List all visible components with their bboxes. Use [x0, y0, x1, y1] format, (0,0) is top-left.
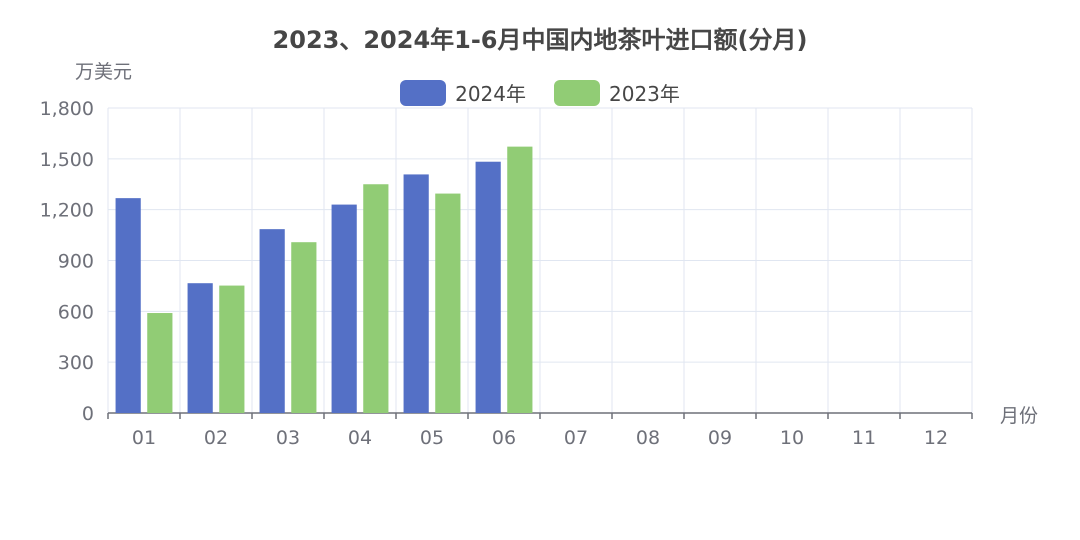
bar-2023-03	[291, 242, 317, 413]
x-tick-label: 06	[492, 427, 516, 449]
x-tick-label: 10	[780, 427, 804, 449]
bar-2023-01	[147, 313, 173, 413]
bar-2023-04	[363, 184, 389, 413]
legend: 2024年 2023年	[0, 78, 1080, 107]
bar-2023-06	[507, 146, 533, 413]
bar-2024-05	[403, 174, 429, 413]
x-tick-label: 08	[636, 427, 660, 449]
y-tick-label: 0	[82, 403, 94, 425]
chart-title: 2023、2024年1-6月中国内地茶叶进口额(分月)	[272, 26, 808, 54]
bar-2023-05	[435, 193, 461, 413]
bar-2024-02	[187, 283, 213, 413]
legend-swatch-2023	[554, 79, 600, 106]
legend-label-2023: 2023年	[609, 82, 680, 106]
bar-2023-02	[219, 285, 245, 413]
legend-swatch-2024	[400, 79, 447, 106]
bar-2024-03	[259, 229, 285, 413]
x-tick-label: 07	[564, 427, 588, 449]
x-tick-label: 05	[420, 427, 444, 449]
y-tick-label: 900	[58, 251, 94, 273]
x-tick-label: 02	[204, 427, 228, 449]
y-tick-label: 1,800	[40, 98, 94, 120]
bar-2024-04	[331, 204, 357, 413]
bar-2024-06	[475, 161, 501, 413]
x-tick-label: 03	[276, 427, 300, 449]
x-tick-label: 04	[348, 427, 372, 449]
legend-label-2024: 2024年	[455, 82, 526, 106]
y-tick-label: 1,200	[40, 200, 94, 222]
legend-item-2023[interactable]: 2023年	[554, 78, 680, 107]
legend-item-2024[interactable]: 2024年	[400, 78, 526, 107]
y-tick-label: 1,500	[40, 149, 94, 171]
y-tick-label: 600	[58, 301, 94, 323]
bar-2024-01	[115, 198, 141, 413]
x-tick-label: 01	[132, 427, 156, 449]
x-tick-label: 12	[924, 427, 948, 449]
x-axis-unit-label: 月份	[1000, 405, 1039, 427]
y-tick-label: 300	[58, 352, 94, 374]
y-axis-unit-label: 万美元	[75, 61, 133, 83]
x-tick-label: 11	[852, 427, 876, 449]
x-tick-label: 09	[708, 427, 732, 449]
